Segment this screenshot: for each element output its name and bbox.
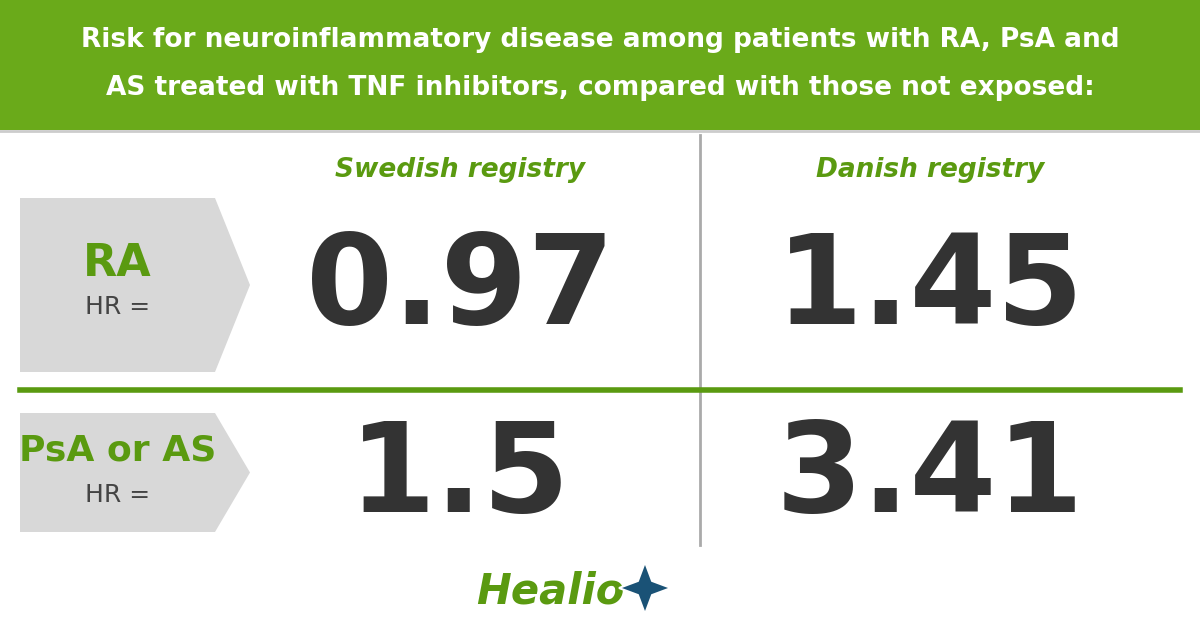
Polygon shape — [20, 413, 250, 532]
Text: Healio: Healio — [476, 571, 624, 613]
Text: Risk for neuroinflammatory disease among patients with RA, PsA and: Risk for neuroinflammatory disease among… — [80, 27, 1120, 53]
Polygon shape — [20, 198, 250, 372]
Text: 0.97: 0.97 — [306, 229, 614, 350]
Text: 1.45: 1.45 — [776, 229, 1084, 350]
Text: RA: RA — [83, 241, 152, 285]
Text: 1.5: 1.5 — [349, 417, 571, 538]
Polygon shape — [619, 562, 671, 614]
Text: HR =: HR = — [85, 483, 150, 507]
Text: PsA or AS: PsA or AS — [19, 433, 216, 467]
FancyBboxPatch shape — [0, 130, 1200, 630]
Text: Danish registry: Danish registry — [816, 157, 1044, 183]
Text: Swedish registry: Swedish registry — [335, 157, 586, 183]
Text: 3.41: 3.41 — [776, 417, 1084, 538]
Text: HR =: HR = — [85, 295, 150, 319]
Text: AS treated with TNF inhibitors, compared with those not exposed:: AS treated with TNF inhibitors, compared… — [106, 75, 1094, 101]
FancyBboxPatch shape — [0, 0, 1200, 130]
